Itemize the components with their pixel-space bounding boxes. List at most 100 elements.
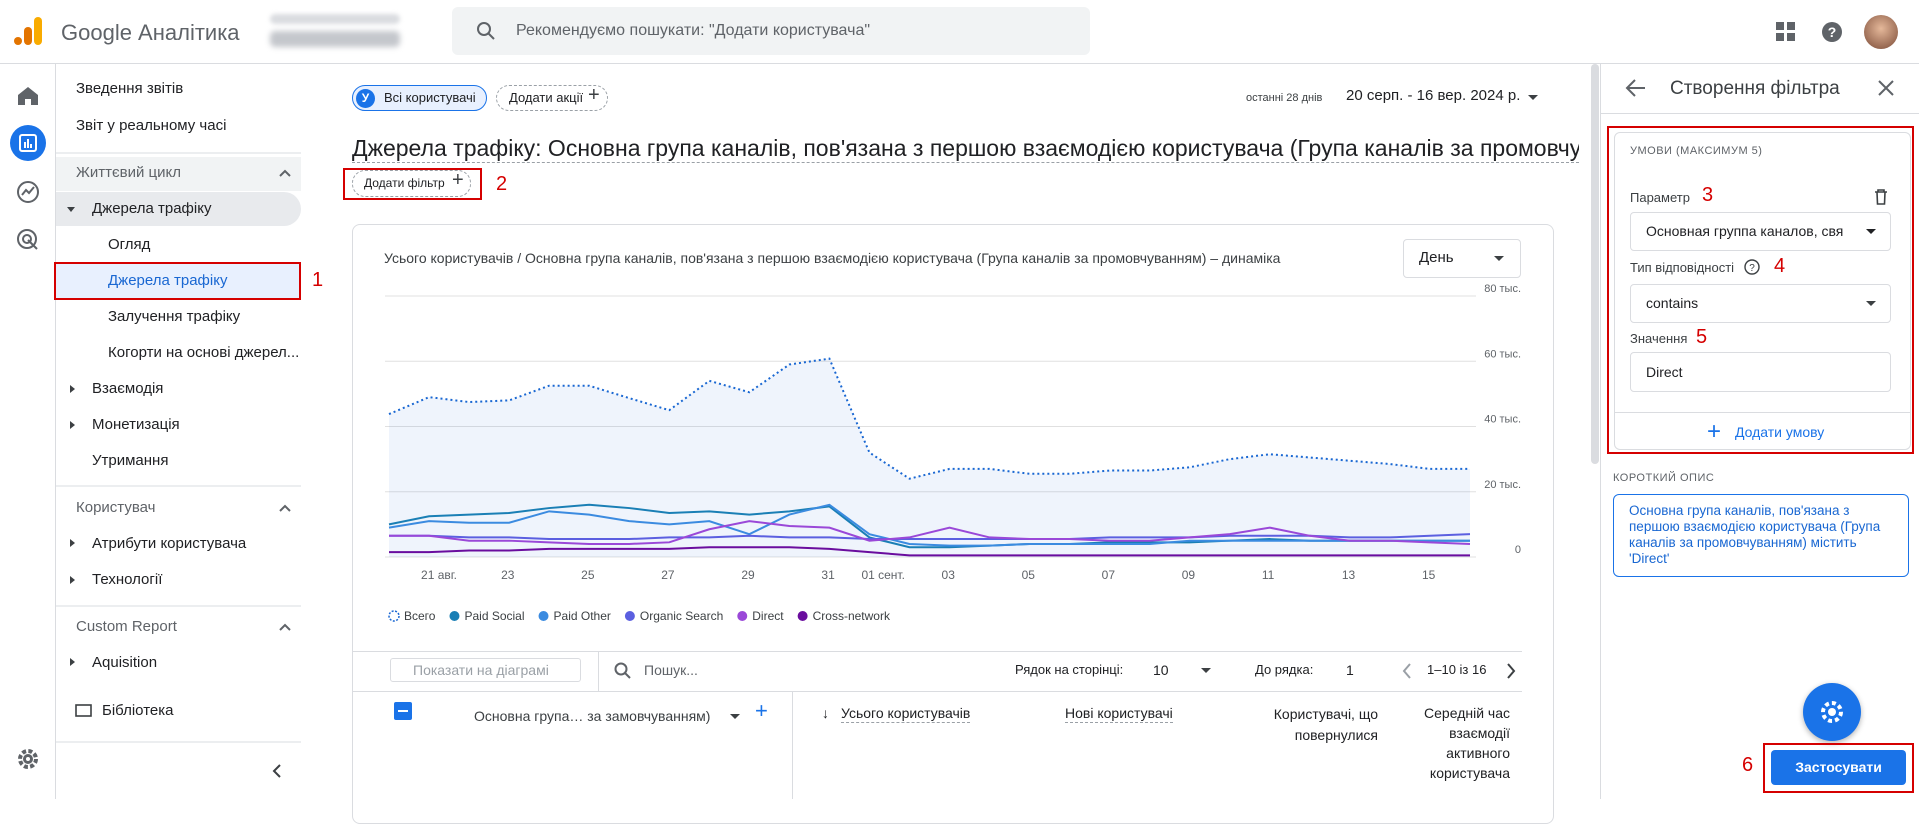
rows-per-page-label: Рядок на сторінці: — [1015, 662, 1124, 677]
rows-caret[interactable] — [1201, 668, 1211, 673]
rows-per-page[interactable]: 10 — [1153, 662, 1169, 678]
x-tick-label: 31 — [821, 568, 835, 582]
avatar[interactable] — [1864, 15, 1898, 49]
add-comparison[interactable]: Додати акції — [509, 90, 584, 105]
help-icon[interactable]: ? — [1821, 21, 1843, 43]
plus-icon: + — [1707, 418, 1722, 445]
interval-caret[interactable] — [1494, 256, 1504, 261]
nav-item[interactable]: Залучення трафіку — [108, 308, 241, 325]
settings-icon[interactable] — [17, 748, 39, 770]
parameter-caret[interactable] — [1866, 229, 1876, 234]
x-tick-label: 27 — [661, 568, 675, 582]
column-header[interactable]: Усього користувачів — [841, 705, 971, 723]
apps-icon[interactable] — [1776, 22, 1796, 42]
annotation: 1 — [312, 269, 324, 291]
search-placeholder[interactable]: Рекомендуємо пошукати: "Додати користува… — [516, 22, 871, 39]
parameter-value[interactable]: Основная группа каналов, свя — [1646, 223, 1844, 239]
highlight-box — [1607, 126, 1914, 454]
nav-group[interactable]: Атрибути користувача — [92, 535, 247, 552]
nav-item[interactable]: Утримання — [92, 452, 169, 469]
show-on-chart[interactable]: Показати на діаграмі — [413, 662, 549, 678]
column-header[interactable]: Середній час взаємодії активного користу… — [1424, 705, 1510, 781]
nav-section[interactable]: Життєвий цикл — [76, 164, 181, 181]
legend-marker — [388, 610, 400, 622]
property-blur — [270, 31, 400, 47]
date-caret[interactable] — [1528, 95, 1538, 100]
nav-item[interactable]: Огляд — [108, 236, 151, 253]
go-to-row[interactable]: 1 — [1346, 662, 1354, 678]
checkbox-dash — [398, 710, 408, 712]
match-type-caret[interactable] — [1866, 301, 1876, 306]
add-condition[interactable]: Додати умову — [1735, 424, 1825, 440]
show-on-chart-button[interactable] — [390, 658, 581, 682]
nav-group[interactable]: Технології — [92, 571, 163, 588]
nav-item-selected[interactable]: Джерела трафіку — [108, 272, 228, 289]
x-tick-label: 09 — [1182, 568, 1196, 582]
highlight-box — [1763, 743, 1914, 793]
insights-icon — [1821, 701, 1843, 723]
nav-group[interactable]: Взаємодія — [92, 380, 164, 397]
dimension-header[interactable]: Основна група… за замовчуванням) — [474, 708, 711, 724]
legend-marker — [737, 611, 748, 621]
x-tick-label: 21 авг. — [421, 568, 457, 582]
y-tick-label: 80 тыс. — [1484, 283, 1521, 295]
scrollbar[interactable] — [1591, 64, 1599, 464]
table-search[interactable]: Пошук... — [644, 662, 698, 678]
add-filter-chip[interactable] — [352, 170, 471, 197]
parameter-label: Параметр — [1630, 190, 1690, 205]
pagination-arrows[interactable] — [1400, 662, 1520, 680]
column-header[interactable]: Нові користувачі — [1065, 705, 1173, 723]
legend-marker — [624, 611, 635, 621]
match-type-select[interactable] — [1630, 284, 1891, 323]
add-dimension[interactable]: + — [755, 698, 768, 723]
annotation: 5 — [1696, 326, 1708, 348]
nav-section[interactable]: Користувач — [76, 499, 156, 516]
home-icon[interactable] — [16, 85, 40, 107]
go-to-row-label: До рядка: — [1255, 662, 1314, 677]
search-box[interactable] — [452, 7, 1090, 55]
nav-item[interactable]: Когорти на основі джерел... — [108, 344, 300, 361]
close-icon[interactable] — [1878, 80, 1894, 96]
annotation: 3 — [1702, 184, 1714, 206]
nav-icons — [56, 152, 301, 778]
legend-label: Cross-network — [813, 609, 891, 623]
sort-arrow: ↓ — [822, 705, 829, 721]
nav-item[interactable]: Бібліотека — [102, 702, 174, 719]
add-filter[interactable]: Додати фільтр — [364, 176, 445, 190]
divider — [352, 651, 1522, 652]
nav-section[interactable]: Custom Report — [76, 618, 177, 635]
apply-button[interactable]: Застосувати — [1771, 750, 1906, 785]
advertising-icon[interactable] — [16, 228, 40, 252]
x-tick-label: 05 — [1022, 568, 1036, 582]
nav-item[interactable]: Звіт у реальному часі — [76, 117, 227, 134]
delete-icon[interactable] — [1874, 189, 1888, 205]
segment-label[interactable]: Всі користувачі — [384, 90, 476, 105]
add-comparison-chip[interactable] — [496, 85, 608, 111]
series-line — [389, 546, 1470, 557]
date-range[interactable]: 20 серп. - 16 вер. 2024 р. — [1346, 87, 1521, 104]
column-header[interactable]: Користувачі, що повернулися — [1273, 706, 1378, 743]
legend-label: Direct — [752, 609, 784, 623]
svg-text:?: ? — [1828, 24, 1837, 40]
series-line — [389, 533, 1471, 541]
segment-avatar: У — [356, 89, 375, 108]
nav-selected-bg — [56, 263, 301, 299]
help-icon[interactable]: ? — [1744, 259, 1760, 275]
nav-group[interactable]: Джерела трафіку — [92, 200, 212, 217]
nav-item[interactable]: Зведення звітів — [76, 80, 184, 97]
value-input[interactable] — [1630, 352, 1891, 392]
interval-value[interactable]: День — [1419, 249, 1454, 266]
divider — [352, 691, 1522, 692]
dimension-caret[interactable] — [730, 714, 740, 719]
match-type-value[interactable]: contains — [1646, 295, 1699, 311]
value-text[interactable]: Direct — [1646, 364, 1683, 380]
series-line — [389, 520, 1471, 545]
explore-icon[interactable] — [16, 180, 40, 204]
nav-group[interactable]: Монетизація — [92, 416, 180, 433]
parameter-select[interactable] — [1630, 212, 1891, 251]
x-tick-label: 11 — [1262, 568, 1275, 582]
x-tick-label: 03 — [942, 568, 956, 582]
x-tick-label: 29 — [741, 568, 755, 582]
back-icon[interactable] — [1625, 78, 1647, 98]
nav-group[interactable]: Aquisition — [92, 654, 158, 671]
